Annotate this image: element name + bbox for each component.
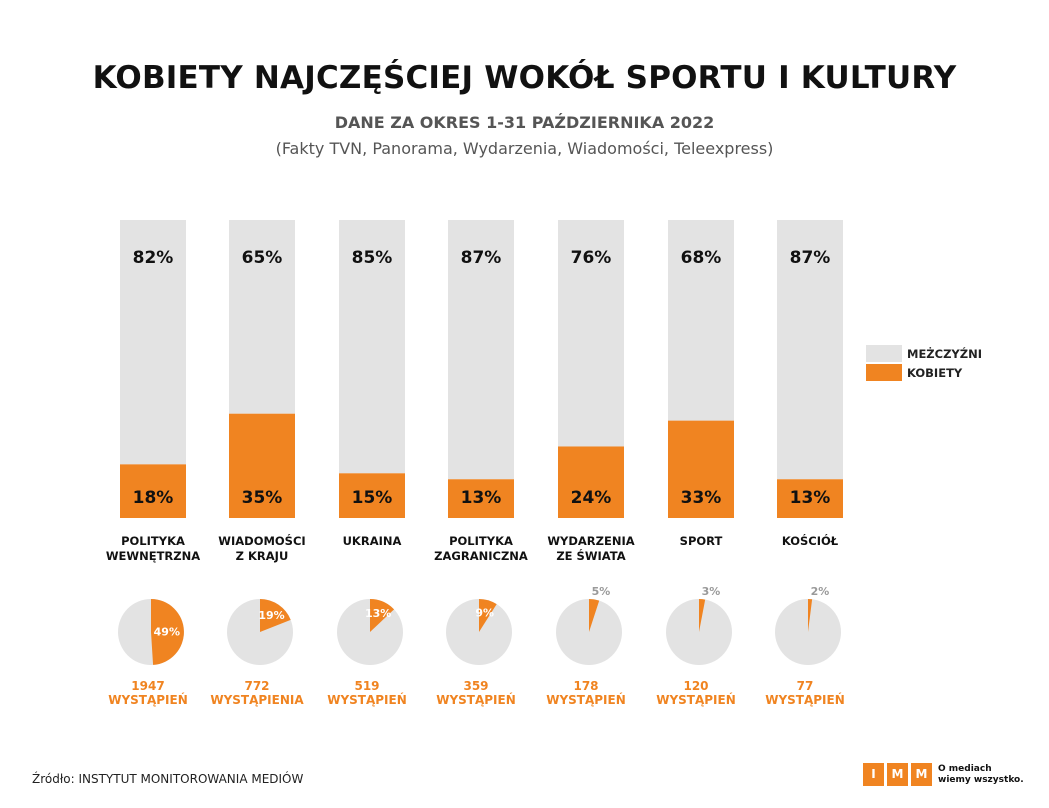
legend-label-men: MEŻCZYŹNI: [907, 347, 982, 361]
logo-tagline-line2: wiemy wszystko.: [938, 775, 1024, 785]
bar-men-segment: [120, 220, 186, 465]
pie-women-slice: [370, 599, 395, 632]
category-label: ZAGRANICZNA: [434, 549, 528, 563]
bar-women-label: 33%: [681, 488, 722, 508]
appearances-count: 178: [573, 679, 598, 693]
pie-label: 2%: [811, 585, 830, 598]
programs-list: (Fakty TVN, Panorama, Wydarzenia, Wiadom…: [275, 139, 774, 158]
bar-men-segment: [339, 220, 405, 474]
category-label: WEWNĘTRZNA: [106, 549, 200, 563]
bar-men-label: 87%: [790, 248, 831, 268]
bar-women-segment: [448, 479, 514, 518]
logo-letter-m2: M: [911, 763, 932, 786]
category-label: WIADOMOŚCI: [218, 533, 305, 548]
logo-tagline: O mediach wiemy wszystko.: [938, 764, 1028, 786]
bar-men-segment: [558, 220, 624, 447]
appearances-label: WYSTĄPIEŃ: [546, 692, 626, 707]
bar-men-label: 85%: [352, 248, 393, 268]
bar-women-segment: [558, 446, 624, 518]
bar-women-segment: [668, 420, 734, 518]
legend-swatch-men: [866, 345, 902, 362]
bar-women-segment: [339, 473, 405, 518]
category-label: SPORT: [680, 534, 723, 548]
logo-letter-i: I: [863, 763, 884, 786]
chart-subtitle: DANE ZA OKRES 1-31 PAŹDZIERNIKA 2022: [334, 113, 715, 132]
pie-label: 5%: [592, 585, 611, 598]
bar-men-segment: [448, 220, 514, 480]
appearances-count: 359: [463, 679, 488, 693]
category-label: POLITYKA: [449, 534, 513, 548]
pie-label: 13%: [365, 607, 391, 620]
legend-label-women: KOBIETY: [907, 366, 963, 380]
bar-women-label: 13%: [790, 488, 831, 508]
appearances-count: 120: [683, 679, 708, 693]
appearances-count: 1947: [131, 679, 164, 693]
legend-swatch-women: [866, 364, 902, 381]
bar-men-label: 82%: [133, 248, 174, 268]
pie-label: 3%: [702, 585, 721, 598]
bar-women-label: 24%: [571, 488, 612, 508]
pie-women-slice: [589, 599, 600, 632]
category-label: KOŚCIÓŁ: [782, 533, 839, 548]
pie-label: 19%: [258, 609, 284, 622]
chart-title: KOBIETY NAJCZĘŚCIEJ WOKÓŁ SPORTU I KULTU…: [92, 60, 957, 96]
bar-women-label: 13%: [461, 488, 502, 508]
appearances-count: 519: [354, 679, 379, 693]
bar-women-segment: [777, 479, 843, 518]
bar-men-label: 65%: [242, 248, 283, 268]
pie-women-slice: [151, 599, 184, 665]
pie-women-slice: [260, 599, 291, 632]
category-label: ZE ŚWIATA: [556, 548, 625, 563]
category-label: WYDARZENIA: [547, 534, 634, 548]
logo-tagline-line1: O mediach: [938, 764, 992, 774]
pie-women-slice: [479, 599, 497, 632]
bar-women-label: 15%: [352, 488, 393, 508]
logo-letter-m1: M: [887, 763, 908, 786]
footer-source: Źródło: INSTYTUT MONITOROWANIA MEDIÓW: [32, 772, 304, 786]
appearances-label: WYSTĄPIEŃ: [108, 692, 188, 707]
bar-men-segment: [668, 220, 734, 421]
bar-men-label: 76%: [571, 248, 612, 268]
bar-men-label: 87%: [461, 248, 502, 268]
pie-label: 9%: [475, 606, 494, 619]
category-label: UKRAINA: [343, 534, 402, 548]
bar-men-segment: [777, 220, 843, 480]
pie-women-slice: [699, 599, 706, 632]
appearances-count: 772: [244, 679, 269, 693]
bar-women-label: 35%: [242, 488, 283, 508]
bar-men-segment: [229, 220, 295, 414]
bar-women-segment: [120, 464, 186, 518]
bar-women-segment: [229, 413, 295, 518]
bar-women-label: 18%: [133, 488, 174, 508]
pie-label: 49%: [154, 626, 180, 639]
appearances-label: WYSTĄPIEŃ: [327, 692, 407, 707]
bar-men-label: 68%: [681, 248, 722, 268]
appearances-label: WYSTĄPIEŃ: [436, 692, 516, 707]
appearances-count: 77: [797, 679, 814, 693]
imm-logo: I M M: [863, 763, 933, 786]
appearances-label: WYSTĄPIENIA: [210, 693, 304, 707]
appearances-label: WYSTĄPIEŃ: [656, 692, 736, 707]
pie-women-slice: [808, 599, 813, 632]
appearances-label: WYSTĄPIEŃ: [765, 692, 845, 707]
category-label: Z KRAJU: [236, 549, 289, 563]
category-label: POLITYKA: [121, 534, 185, 548]
